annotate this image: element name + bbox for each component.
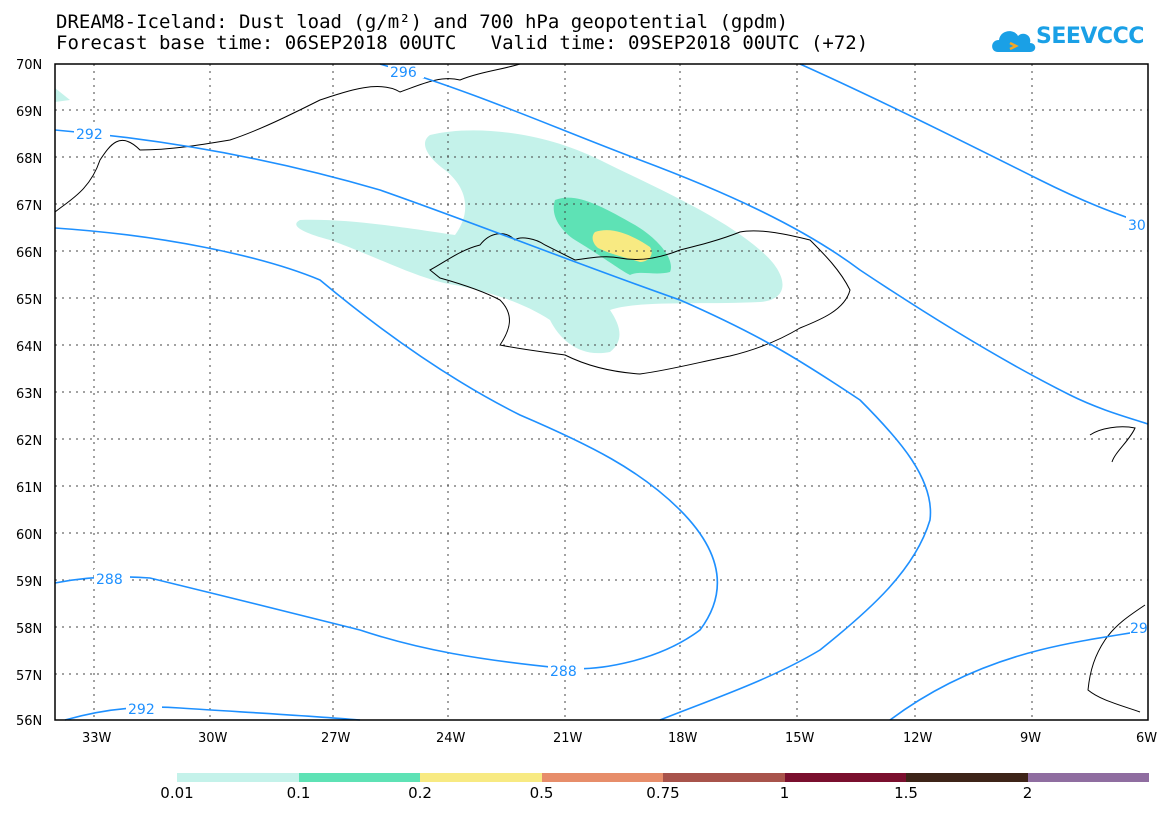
lon-label: 24W bbox=[436, 731, 466, 746]
lon-label: 27W bbox=[321, 731, 351, 746]
map-title: DREAM8-Iceland: Dust load (g/m²) and 700… bbox=[56, 11, 789, 33]
legend-label: 1 bbox=[779, 784, 790, 802]
contour-292-a bbox=[54, 129, 932, 721]
lat-label: 63N bbox=[16, 387, 42, 402]
lon-label: 15W bbox=[785, 731, 815, 746]
contour-296-a bbox=[379, 63, 1149, 425]
lon-label: 18W bbox=[668, 731, 698, 746]
dust-load-shading bbox=[55, 88, 783, 354]
latitude-labels: 70N 69N 68N 67N 66N 65N 64N 63N 62N 61N … bbox=[16, 58, 42, 729]
lat-label: 64N bbox=[16, 340, 42, 355]
lat-label: 58N bbox=[16, 622, 42, 637]
lat-label: 57N bbox=[16, 669, 42, 684]
lat-label: 70N bbox=[16, 58, 42, 73]
contour-label: 292 bbox=[76, 127, 103, 143]
legend-label: 0.01 bbox=[160, 784, 194, 802]
contour-292-b bbox=[64, 706, 361, 721]
lon-label: 30W bbox=[198, 731, 228, 746]
legend-swatch bbox=[298, 773, 420, 782]
lat-label: 66N bbox=[16, 246, 42, 261]
coastlines bbox=[54, 63, 1146, 713]
lat-label: 59N bbox=[16, 575, 42, 590]
contour-label: 29 bbox=[1130, 621, 1148, 637]
legend-label: 2 bbox=[1022, 784, 1033, 802]
lon-label: 33W bbox=[82, 731, 112, 746]
lon-label: 12W bbox=[903, 731, 933, 746]
contour-300 bbox=[799, 63, 1149, 226]
geopotential-contours bbox=[54, 63, 1149, 721]
cloud-logo-icon bbox=[992, 31, 1036, 52]
longitude-labels: 33W 30W 27W 24W 21W 18W 15W 12W 9W 6W bbox=[82, 731, 1157, 746]
lat-label: 60N bbox=[16, 528, 42, 543]
legend-swatch bbox=[784, 773, 906, 782]
map-frame bbox=[54, 63, 1149, 721]
legend-label: 1.5 bbox=[894, 784, 918, 802]
legend-swatch bbox=[541, 773, 663, 782]
legend-swatch bbox=[906, 773, 1028, 782]
lat-label: 56N bbox=[16, 714, 42, 729]
iceland-coast bbox=[429, 230, 851, 375]
legend-swatch bbox=[177, 773, 299, 782]
color-legend bbox=[177, 773, 1149, 782]
dust-area-0-2 bbox=[592, 230, 652, 262]
lon-label: 21W bbox=[553, 731, 583, 746]
legend-label: 0.1 bbox=[286, 784, 311, 802]
contour-label: 296 bbox=[390, 65, 417, 81]
contour-label: 288 bbox=[96, 572, 123, 588]
legend-label: 0.75 bbox=[646, 784, 680, 802]
logo-text: SEEVCCC bbox=[1036, 24, 1144, 49]
lat-label: 68N bbox=[16, 152, 42, 167]
faroe-coast bbox=[1089, 426, 1136, 463]
lat-label: 67N bbox=[16, 199, 42, 214]
contour-label: 292 bbox=[128, 702, 155, 718]
scotland-coast bbox=[1087, 604, 1146, 713]
contour-29x bbox=[889, 629, 1149, 721]
lat-label: 69N bbox=[16, 105, 42, 120]
contour-288-a bbox=[54, 227, 719, 670]
legend-swatch bbox=[420, 773, 542, 782]
legend-label: 0.5 bbox=[529, 784, 554, 802]
lon-label: 9W bbox=[1020, 731, 1041, 746]
contour-label: 288 bbox=[550, 664, 577, 680]
greenland-coast bbox=[54, 63, 521, 213]
legend-label: 0.2 bbox=[408, 784, 432, 802]
lon-label: 6W bbox=[1136, 731, 1157, 746]
map-subtitle: Forecast base time: 06SEP2018 00UTC Vali… bbox=[56, 32, 869, 54]
legend-swatch bbox=[1027, 773, 1149, 782]
lat-label: 61N bbox=[16, 481, 42, 496]
contour-labels: 296 292 288 288 292 30 29 bbox=[74, 62, 1148, 718]
graticule bbox=[55, 64, 1148, 720]
legend-swatch bbox=[663, 773, 785, 782]
contour-label: 30 bbox=[1128, 218, 1146, 234]
lat-label: 65N bbox=[16, 293, 42, 308]
lat-label: 62N bbox=[16, 434, 42, 449]
